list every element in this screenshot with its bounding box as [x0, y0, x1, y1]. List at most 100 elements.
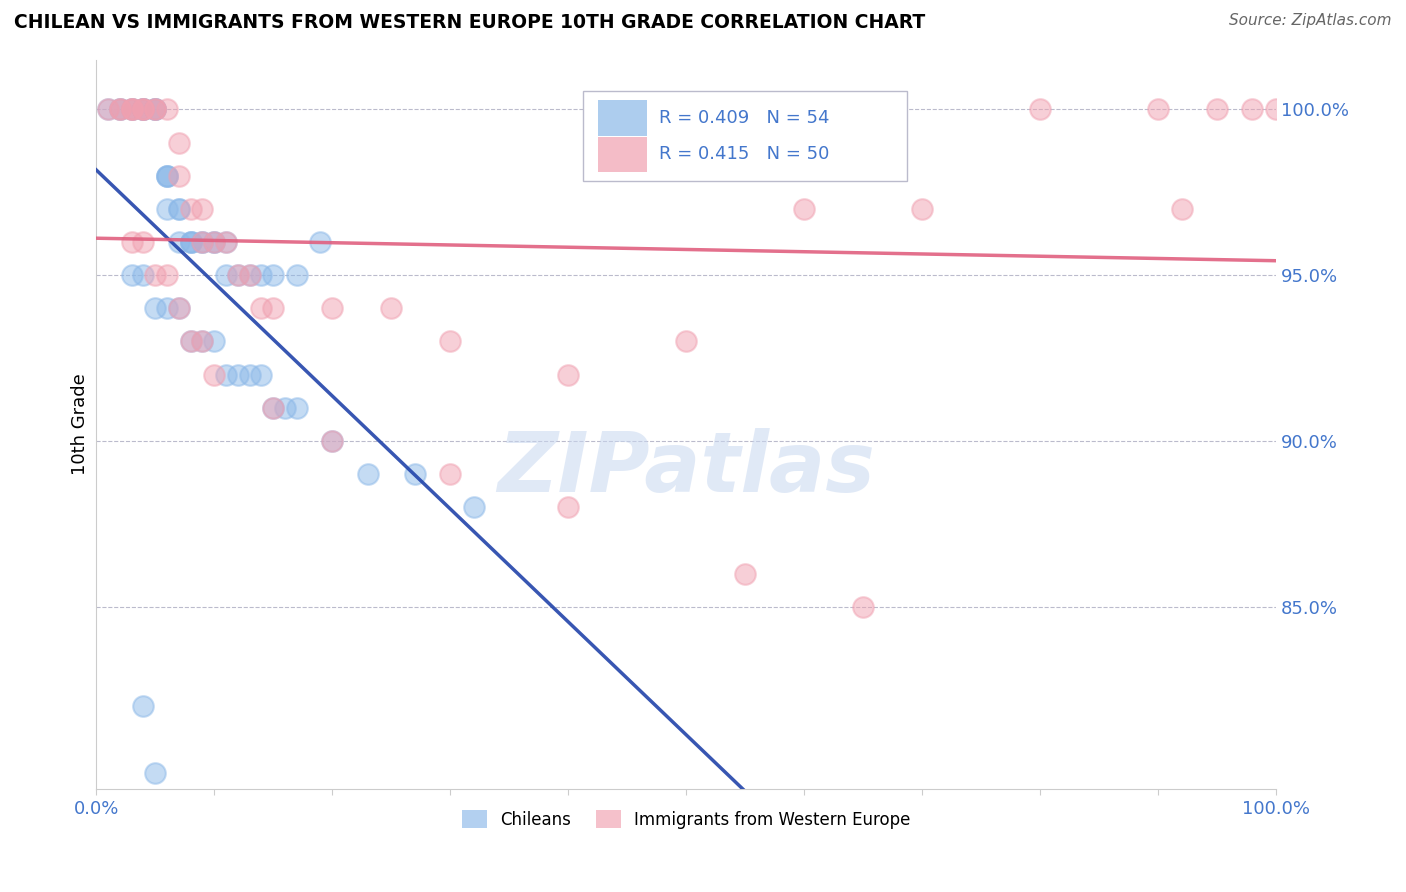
Point	[1206, 103, 1229, 117]
Point	[167, 202, 190, 216]
Point	[143, 103, 166, 117]
Point	[180, 334, 202, 349]
Text: R = 0.409   N = 54: R = 0.409 N = 54	[659, 109, 830, 127]
Point	[132, 103, 155, 117]
Point	[439, 467, 461, 482]
Point	[180, 235, 202, 249]
Point	[108, 103, 131, 117]
Point	[675, 334, 697, 349]
Point	[121, 103, 143, 117]
Point	[1265, 103, 1288, 117]
Point	[262, 401, 284, 415]
Point	[156, 103, 179, 117]
Point	[238, 268, 260, 282]
Text: Source: ZipAtlas.com: Source: ZipAtlas.com	[1229, 13, 1392, 29]
Point	[238, 268, 260, 282]
Point	[793, 202, 815, 216]
Text: ZIPatlas: ZIPatlas	[498, 427, 875, 508]
Point	[108, 103, 131, 117]
FancyBboxPatch shape	[583, 91, 907, 181]
Point	[226, 268, 249, 282]
Point	[143, 268, 166, 282]
Point	[132, 235, 155, 249]
Point	[132, 103, 155, 117]
Point	[191, 202, 214, 216]
Point	[143, 765, 166, 780]
Point	[167, 169, 190, 183]
Point	[226, 368, 249, 382]
Point	[143, 103, 166, 117]
Point	[156, 169, 179, 183]
Point	[108, 103, 131, 117]
Point	[156, 169, 179, 183]
Point	[121, 268, 143, 282]
Point	[309, 235, 332, 249]
Point	[734, 566, 756, 581]
Point	[202, 235, 225, 249]
Point	[108, 103, 131, 117]
Point	[167, 301, 190, 316]
Point	[180, 202, 202, 216]
Point	[121, 103, 143, 117]
Point	[121, 235, 143, 249]
Point	[285, 268, 308, 282]
Point	[557, 368, 579, 382]
Point	[321, 301, 343, 316]
Point	[557, 500, 579, 515]
Point	[911, 202, 934, 216]
Point	[156, 268, 179, 282]
Point	[262, 268, 284, 282]
Point	[180, 235, 202, 249]
Point	[167, 136, 190, 150]
Point	[1241, 103, 1264, 117]
Point	[250, 368, 273, 382]
FancyBboxPatch shape	[598, 136, 647, 172]
Point	[121, 103, 143, 117]
Point	[180, 334, 202, 349]
Point	[463, 500, 485, 515]
Legend: Chileans, Immigrants from Western Europe: Chileans, Immigrants from Western Europe	[456, 804, 917, 836]
Point	[121, 103, 143, 117]
Point	[250, 301, 273, 316]
Point	[321, 434, 343, 448]
Point	[132, 103, 155, 117]
Point	[143, 103, 166, 117]
Point	[274, 401, 297, 415]
Point	[321, 434, 343, 448]
Point	[143, 103, 166, 117]
Point	[167, 301, 190, 316]
Point	[238, 368, 260, 382]
Y-axis label: 10th Grade: 10th Grade	[72, 374, 89, 475]
Point	[167, 235, 190, 249]
Point	[250, 268, 273, 282]
Point	[191, 334, 214, 349]
Point	[121, 103, 143, 117]
Point	[97, 103, 120, 117]
Point	[215, 235, 238, 249]
Point	[215, 268, 238, 282]
Point	[132, 103, 155, 117]
Text: R = 0.415   N = 50: R = 0.415 N = 50	[659, 145, 830, 163]
Point	[202, 235, 225, 249]
Point	[262, 301, 284, 316]
Point	[1170, 202, 1192, 216]
Point	[156, 301, 179, 316]
Point	[132, 103, 155, 117]
Point	[226, 268, 249, 282]
Point	[202, 334, 225, 349]
Point	[132, 268, 155, 282]
Text: CHILEAN VS IMMIGRANTS FROM WESTERN EUROPE 10TH GRADE CORRELATION CHART: CHILEAN VS IMMIGRANTS FROM WESTERN EUROP…	[14, 13, 925, 32]
FancyBboxPatch shape	[598, 100, 647, 136]
Point	[143, 103, 166, 117]
Point	[132, 699, 155, 714]
Point	[215, 235, 238, 249]
Point	[1147, 103, 1170, 117]
Point	[404, 467, 426, 482]
Point	[356, 467, 378, 482]
Point	[191, 235, 214, 249]
Point	[1029, 103, 1052, 117]
Point	[156, 202, 179, 216]
Point	[380, 301, 402, 316]
Point	[143, 301, 166, 316]
Point	[132, 103, 155, 117]
